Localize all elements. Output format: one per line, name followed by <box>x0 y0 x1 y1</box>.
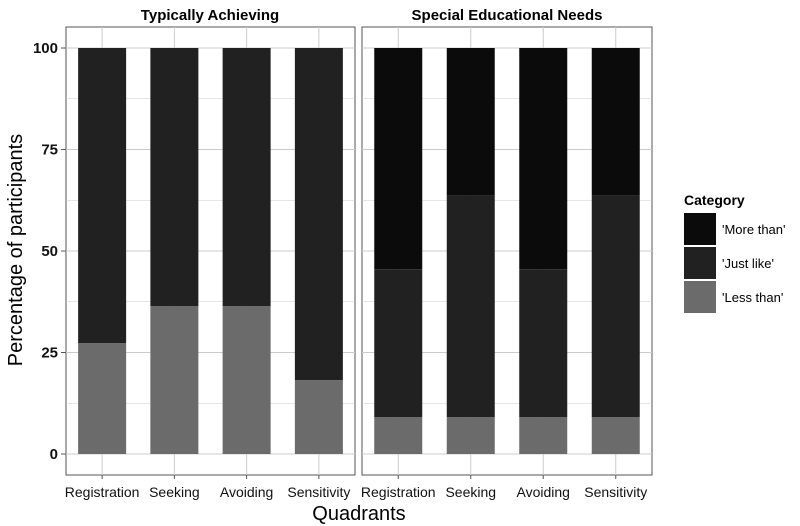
x-tick-label-avoiding: Avoiding <box>517 484 570 500</box>
bar-segment-sensitivity-less-than <box>294 380 343 454</box>
bar-segment-avoiding-less-than <box>222 306 271 454</box>
legend-title: Category <box>684 192 745 208</box>
y-tick-label-50: 50 <box>41 243 58 260</box>
y-axis-title: Percentage of participants <box>5 134 27 366</box>
legend-swatch-less-than <box>684 281 716 313</box>
y-tick-label-25: 25 <box>41 345 58 362</box>
legend-label-less-than: 'Less than' <box>722 290 783 305</box>
bar-segment-seeking-less-than <box>446 417 495 454</box>
x-tick-label-seeking: Seeking <box>445 484 496 500</box>
bar-segment-seeking-less-than <box>150 306 199 454</box>
bar-segment-registration-just-like <box>374 269 423 418</box>
y-tick-label-0: 0 <box>50 446 58 463</box>
bar-segment-registration-just-like <box>78 48 127 344</box>
bar-segment-registration-more-than <box>374 48 423 270</box>
bar-segment-registration-less-than <box>78 343 127 454</box>
legend: Category 'More than' 'Just like' 'Less tha… <box>684 192 786 313</box>
bar-segment-seeking-more-than <box>446 48 495 196</box>
bar-segment-sensitivity-less-than <box>591 417 640 454</box>
legend-swatch-more-than <box>684 213 716 245</box>
y-tick-label-100: 100 <box>33 40 58 57</box>
legend-label-more-than: 'More than' <box>722 222 786 237</box>
bar-segment-avoiding-less-than <box>519 417 568 454</box>
x-tick-label-sensitivity: Sensitivity <box>584 484 647 500</box>
bar-segment-avoiding-just-like <box>222 48 271 307</box>
legend-label-just-like: 'Just like' <box>722 256 774 271</box>
bar-segment-sensitivity-just-like <box>294 48 343 381</box>
bar-segment-avoiding-more-than <box>519 48 568 270</box>
x-axis-title: Quadrants <box>312 503 405 525</box>
bar-segment-seeking-just-like <box>150 48 199 307</box>
panel-title-typically-achieving: Typically Achieving <box>141 7 279 24</box>
bar-segment-seeking-just-like <box>446 195 495 418</box>
panel-special-educational-needs: Registration Seeking Avoiding Sensitivity <box>361 26 653 500</box>
panel-typically-achieving: Registration Seeking Avoiding Sensitivity <box>65 26 356 500</box>
bar-segment-avoiding-just-like <box>519 269 568 418</box>
y-axis-ticks: 0 25 50 75 100 <box>33 40 66 463</box>
x-tick-label-registration: Registration <box>361 484 436 500</box>
y-tick-label-75: 75 <box>41 142 58 159</box>
x-tick-label-avoiding: Avoiding <box>220 484 273 500</box>
legend-swatch-just-like <box>684 247 716 279</box>
bar-segment-registration-less-than <box>374 417 423 454</box>
x-tick-label-seeking: Seeking <box>149 484 200 500</box>
panel-title-special-educational-needs: Special Educational Needs <box>412 7 603 24</box>
bar-segment-sensitivity-just-like <box>591 195 640 418</box>
x-tick-label-sensitivity: Sensitivity <box>287 484 350 500</box>
bar-segment-sensitivity-more-than <box>591 48 640 196</box>
x-tick-label-registration: Registration <box>65 484 140 500</box>
